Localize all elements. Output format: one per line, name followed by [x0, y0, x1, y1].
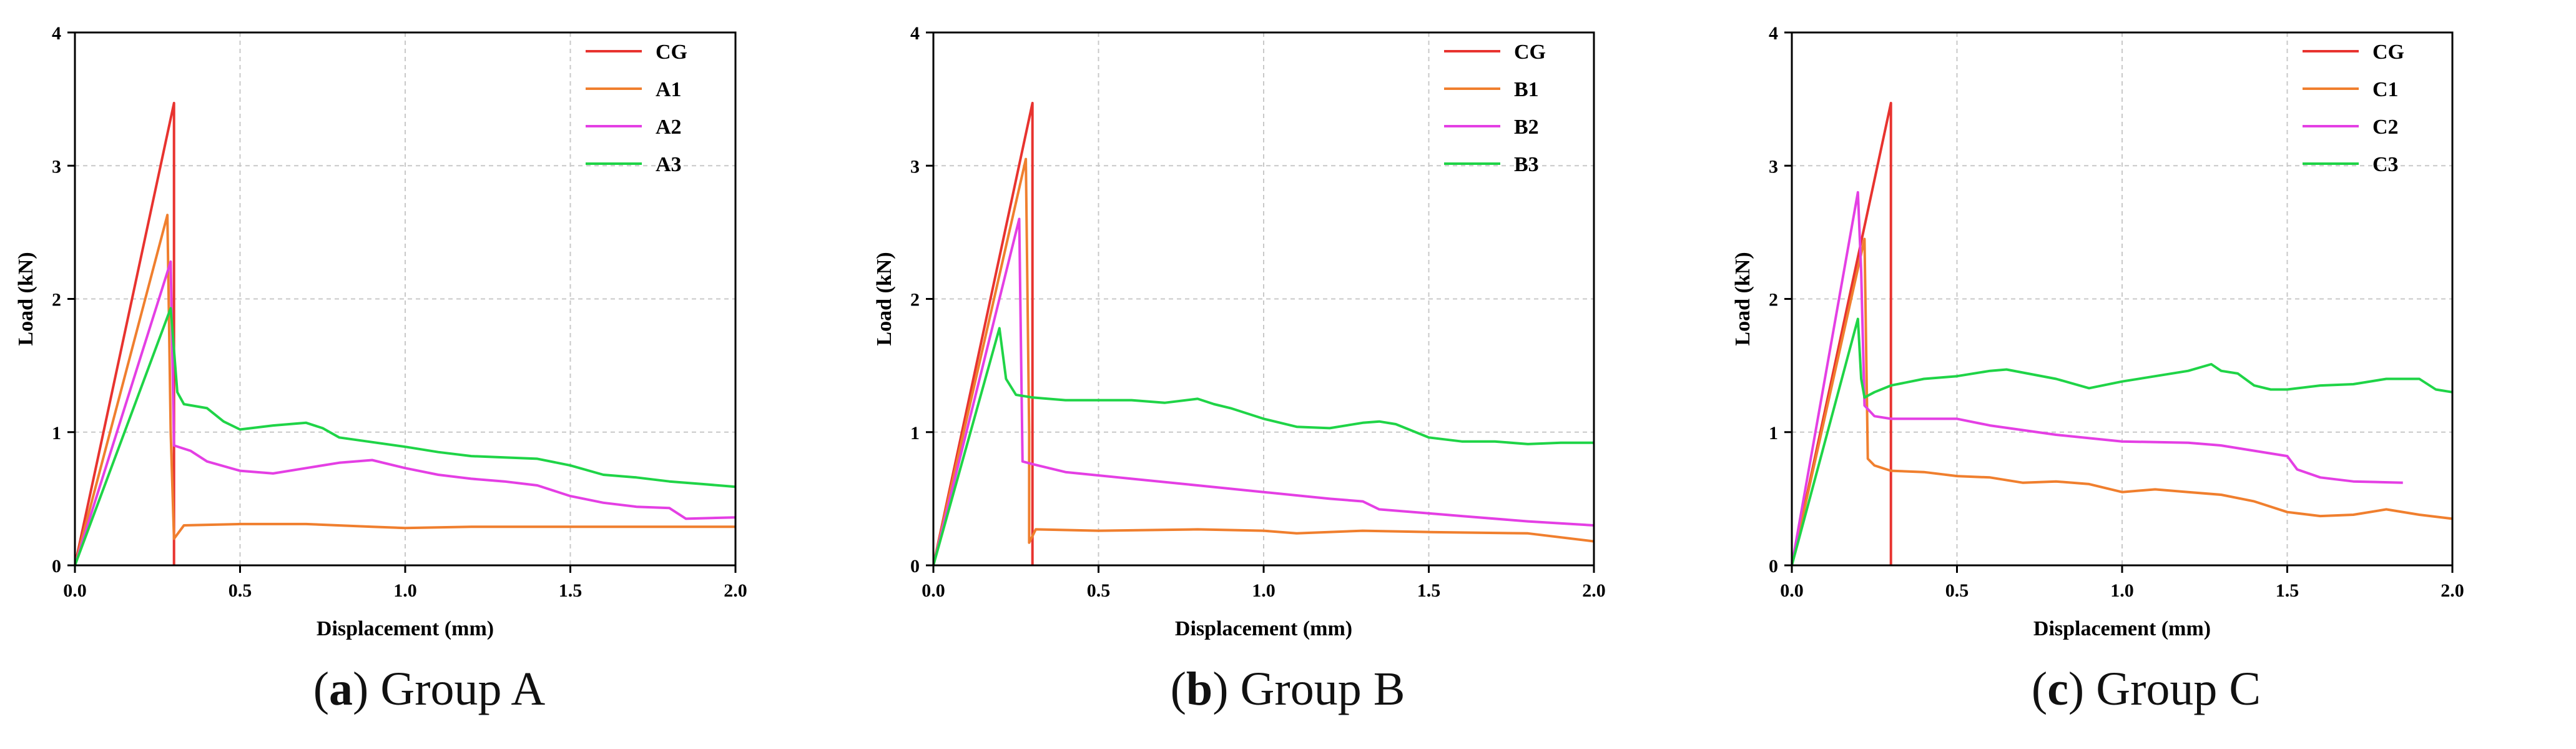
x-axis-title: Displacement (mm) — [2033, 617, 2211, 640]
panel-c: 0.0 0.5 1.0 1.5 2.0 0 1 2 3 4 Displacement (mm) Loa… — [1717, 0, 2575, 749]
x-tick-label: 0.5 — [1087, 580, 1111, 601]
legend-label-c2: C2 — [2372, 116, 2399, 139]
x-tick-label: 1.5 — [1417, 580, 1441, 601]
x-tick-label: 1.5 — [559, 580, 583, 601]
legend-label-b1: B1 — [1514, 78, 1539, 101]
legend-label-b2: B2 — [1514, 116, 1539, 139]
legend-label-b3: B3 — [1514, 153, 1539, 176]
series-line-c3 — [1791, 317, 2453, 566]
y-tick-label: 3 — [52, 156, 61, 177]
y-tick-label: 1 — [1769, 423, 1778, 444]
x-tick-label: 0.0 — [922, 580, 945, 601]
legend-label-c3: C3 — [2372, 153, 2399, 176]
y-tick-label: 4 — [1769, 23, 1778, 44]
panel-b: 0.0 0.5 1.0 1.5 2.0 0 1 2 3 4 Displacement (mm) Loa… — [858, 0, 1717, 749]
legend-label-cg: CG — [656, 41, 687, 64]
line-chart-b: 0.0 0.5 1.0 1.5 2.0 0 1 2 3 4 Displacement (mm) Loa… — [873, 23, 1606, 640]
x-tick-label: 2.0 — [724, 580, 747, 601]
legend-label-c1: C1 — [2372, 78, 2399, 101]
line-chart-a: 0.0 0.5 1.0 1.5 2.0 0 1 2 3 4 Displacement (mm) Loa… — [14, 23, 747, 640]
series-line-cg — [1791, 102, 1892, 566]
x-tick-label: 1.0 — [393, 580, 417, 601]
y-tick-label: 4 — [52, 23, 61, 44]
x-tick-label: 0.0 — [63, 580, 87, 601]
legend-label-cg: CG — [2372, 41, 2404, 64]
x-tick-label: 1.0 — [2110, 580, 2134, 601]
y-tick-label: 0 — [52, 556, 61, 577]
y-tick-label: 0 — [910, 556, 920, 577]
legend-label-a1: A1 — [656, 78, 682, 101]
x-tick-label: 0.5 — [1945, 580, 1969, 601]
y-tick-label: 2 — [1769, 290, 1778, 310]
caption-b: (b) Group B — [1170, 663, 1405, 715]
series-line-cg — [74, 102, 175, 566]
series-line-b2 — [932, 217, 1595, 566]
x-tick-label: 1.0 — [1252, 580, 1276, 601]
x-tick-label: 1.5 — [2276, 580, 2299, 601]
series-line-a3 — [74, 307, 736, 566]
y-axis-title: Load (kN) — [14, 252, 37, 345]
y-axis-title: Load (kN) — [873, 252, 896, 345]
legend-label-a2: A2 — [656, 116, 682, 139]
legend-label-a3: A3 — [656, 153, 682, 176]
y-tick-label: 1 — [52, 423, 61, 444]
series-line-b3 — [932, 327, 1594, 566]
series-line-c1 — [1791, 237, 2453, 566]
y-tick-label: 0 — [1769, 556, 1778, 577]
series-line-a1 — [74, 214, 735, 566]
series-line-cg — [932, 102, 1034, 566]
x-tick-label: 0.0 — [1780, 580, 1804, 601]
y-tick-label: 2 — [52, 290, 61, 310]
caption-c: (c) Group C — [2031, 663, 2261, 715]
panel-a: 0.0 0.5 1.0 1.5 2.0 0 1 2 3 4 Displacement (mm) Loa… — [0, 0, 858, 749]
series-line-b1 — [932, 157, 1595, 566]
x-tick-label: 2.0 — [2441, 580, 2464, 601]
series-line-c2 — [1791, 191, 2403, 566]
x-axis-title: Displacement (mm) — [1175, 617, 1352, 640]
x-tick-label: 0.5 — [229, 580, 252, 601]
y-tick-label: 4 — [910, 23, 920, 44]
line-chart-c: 0.0 0.5 1.0 1.5 2.0 0 1 2 3 4 Displacement (mm) Loa… — [1731, 23, 2464, 640]
x-axis-title: Displacement (mm) — [317, 617, 494, 640]
y-axis-title: Load (kN) — [1731, 252, 1754, 345]
caption-a: (a) Group A — [313, 663, 546, 715]
y-tick-label: 2 — [910, 290, 920, 310]
y-tick-label: 1 — [910, 423, 920, 444]
y-tick-label: 3 — [1769, 156, 1778, 177]
series-line-a2 — [74, 260, 736, 566]
y-tick-label: 3 — [910, 156, 920, 177]
legend-label-cg: CG — [1514, 41, 1546, 64]
x-tick-label: 2.0 — [1582, 580, 1606, 601]
